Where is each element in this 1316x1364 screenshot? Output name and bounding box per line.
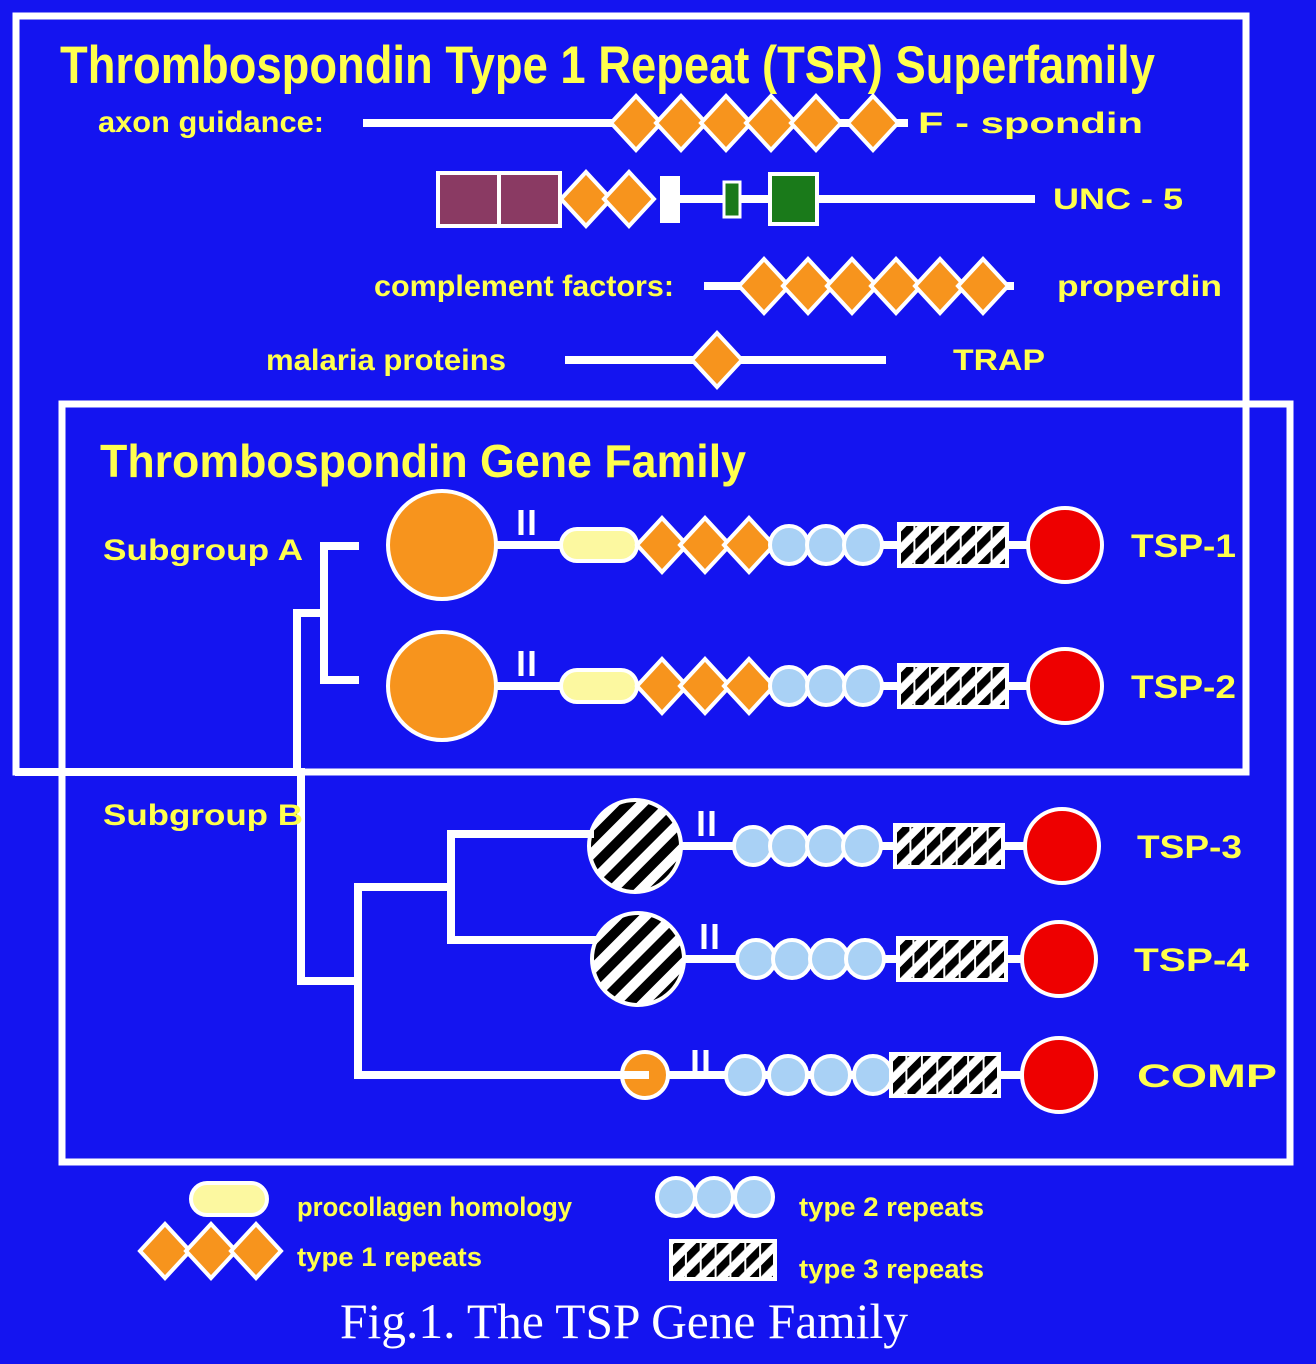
svg-text:Thrombospondin Type 1 Repeat (: Thrombospondin Type 1 Repeat (TSR) Super… [60,36,1155,95]
svg-text:TSP-3: TSP-3 [1137,829,1242,865]
svg-text:TSP-4: TSP-4 [1134,942,1249,978]
svg-text:procollagen homology: procollagen homology [297,1192,572,1222]
svg-text:Subgroup A: Subgroup A [103,534,303,567]
svg-text:Fig.1. The TSP Gene Family: Fig.1. The TSP Gene Family [340,1293,908,1349]
svg-text:UNC - 5: UNC - 5 [1053,183,1183,216]
svg-text:axon guidance:: axon guidance: [98,106,324,139]
svg-text:COMP: COMP [1137,1058,1277,1094]
svg-text:Thrombospondin Gene Family: Thrombospondin Gene Family [100,435,746,487]
svg-text:TSP-2: TSP-2 [1131,669,1236,705]
svg-text:malaria proteins: malaria proteins [266,344,506,377]
svg-text:TSP-1: TSP-1 [1131,528,1236,564]
svg-text:type 2 repeats: type 2 repeats [799,1192,984,1222]
svg-text:properdin: properdin [1057,270,1222,303]
svg-text:complement factors:: complement factors: [374,270,674,303]
svg-text:F - spondin: F - spondin [918,107,1143,140]
svg-text:type 3 repeats: type 3 repeats [799,1254,984,1284]
svg-text:Subgroup B: Subgroup B [103,799,303,832]
svg-text:type 1 repeats: type 1 repeats [297,1242,482,1272]
svg-text:TRAP: TRAP [953,344,1045,377]
